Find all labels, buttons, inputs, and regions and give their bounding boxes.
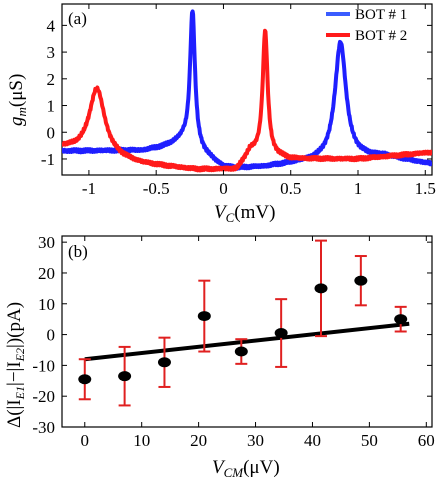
y-axis-label-b: Δ(|IE1|−|IE2|)(pA) bbox=[4, 302, 27, 428]
y-tick-label-a: 0 bbox=[47, 123, 56, 142]
data-point bbox=[197, 311, 211, 322]
y-tick-label-a: 4 bbox=[47, 16, 56, 35]
data-point-group bbox=[354, 255, 368, 307]
data-point-group bbox=[274, 298, 288, 368]
x-tick-label-a: 1.5 bbox=[415, 179, 436, 198]
y-axis-b: -30 -20 -10 0 10 20 30 bbox=[32, 233, 432, 437]
x-tick-label-b: 20 bbox=[190, 431, 207, 450]
data-point bbox=[394, 314, 408, 325]
data-point bbox=[274, 328, 288, 339]
plot-frame-b bbox=[61, 235, 433, 428]
data-point-group bbox=[118, 345, 132, 407]
x-tick-label-b: 50 bbox=[361, 431, 378, 450]
panel-b: 0 10 20 30 40 50 60 -30 -20 -10 0 10 20 30 (b) VCM(μ… bbox=[4, 233, 435, 480]
x-tick-label-a: 1 bbox=[354, 179, 363, 198]
y-tick-label-b: -10 bbox=[32, 356, 55, 375]
data-point-group bbox=[314, 239, 328, 338]
x-axis-label-a: VC(mV) bbox=[214, 202, 275, 225]
data-point bbox=[157, 357, 171, 368]
x-tick-label-a: -0.5 bbox=[143, 179, 170, 198]
x-tick-label-a: -1 bbox=[82, 179, 96, 198]
x-axis-label-b: VCM(μV) bbox=[212, 457, 280, 480]
y-tick-label-b: 10 bbox=[38, 295, 55, 314]
fit-line bbox=[84, 321, 410, 362]
data-point-group bbox=[234, 338, 248, 365]
data-point bbox=[234, 346, 248, 357]
panel-a: -1 -0.5 0 0.5 1 1.5 -1 0 1 2 3 4 (a) BOT # 1 BOT #… bbox=[6, 3, 436, 225]
x-tick-label-b: 40 bbox=[304, 431, 321, 450]
panel-label-b: (b) bbox=[68, 242, 88, 261]
y-tick-label-b: -30 bbox=[32, 418, 55, 437]
series-line-bot2 bbox=[62, 28, 432, 173]
y-tick-label-b: -20 bbox=[32, 387, 55, 406]
plot-area-a bbox=[62, 9, 432, 173]
data-point bbox=[314, 283, 328, 294]
x-tick-label-a: 0 bbox=[219, 179, 228, 198]
data-point-group bbox=[197, 279, 211, 353]
y-tick-label-b: 30 bbox=[38, 233, 55, 252]
data-point-group bbox=[157, 336, 171, 388]
y-tick-label-a: 1 bbox=[47, 97, 56, 116]
plot-frame-a bbox=[61, 3, 433, 176]
data-point bbox=[78, 374, 92, 385]
data-point-group bbox=[394, 305, 408, 333]
x-axis-b: 0 10 20 30 40 50 60 bbox=[81, 236, 435, 450]
y-tick-label-b: 20 bbox=[38, 264, 55, 283]
x-tick-label-b: 0 bbox=[81, 431, 90, 450]
legend-label-bot1: BOT # 1 bbox=[355, 7, 407, 23]
y-axis-label-a: gm(μS) bbox=[6, 74, 29, 126]
data-point bbox=[354, 275, 368, 286]
legend-label-bot2: BOT # 2 bbox=[355, 28, 407, 44]
y-tick-label-b: 0 bbox=[47, 326, 56, 345]
plot-area-b bbox=[78, 239, 410, 407]
x-tick-label-b: 10 bbox=[133, 431, 150, 450]
data-point bbox=[118, 371, 132, 382]
legend: BOT # 1 BOT # 2 bbox=[326, 7, 407, 44]
y-axis-a: -1 0 1 2 3 4 bbox=[41, 16, 432, 169]
data-point-group bbox=[78, 358, 92, 401]
x-tick-label-b: 30 bbox=[247, 431, 264, 450]
panel-label-a: (a) bbox=[68, 9, 87, 28]
x-tick-label-a: 0.5 bbox=[280, 179, 301, 198]
y-tick-label-a: 3 bbox=[47, 43, 56, 62]
x-tick-label-b: 60 bbox=[418, 431, 435, 450]
y-tick-label-a: 2 bbox=[47, 70, 56, 89]
x-axis-a: -1 -0.5 0 0.5 1 1.5 bbox=[82, 4, 436, 198]
y-tick-label-a: -1 bbox=[41, 150, 55, 169]
